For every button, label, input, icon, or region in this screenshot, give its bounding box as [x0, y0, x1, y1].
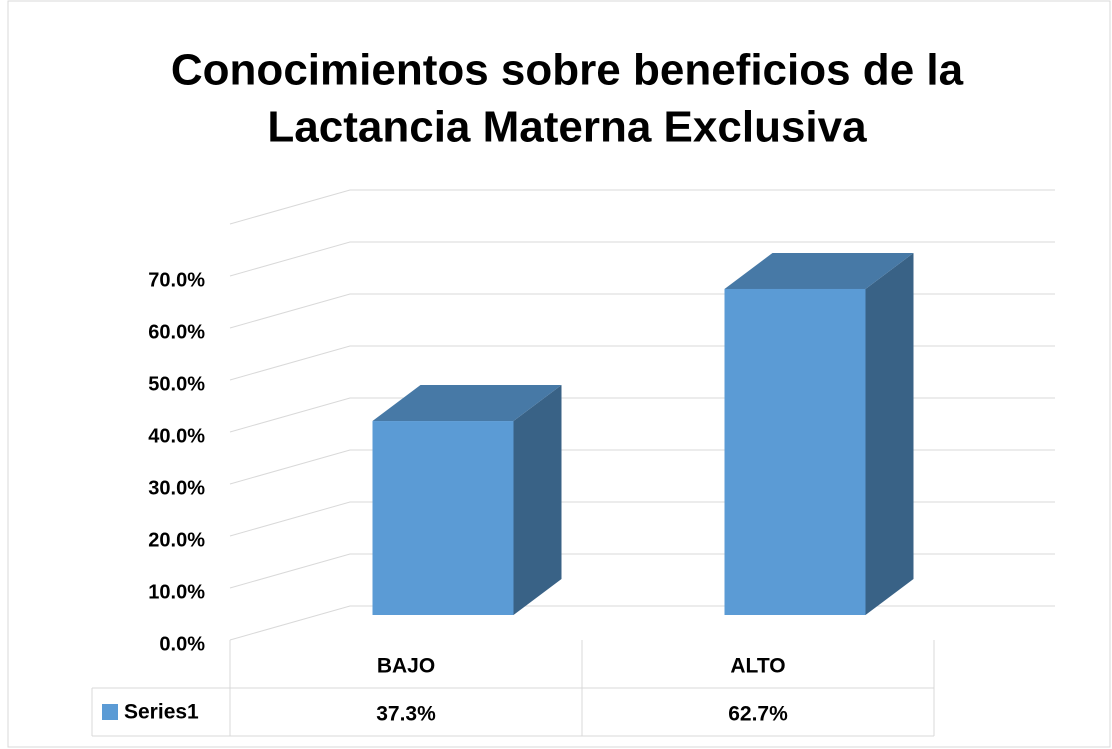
y-tick-label: 50.0%	[148, 373, 205, 395]
wall-edge	[229, 189, 1055, 225]
bar	[372, 421, 514, 615]
bar-side	[865, 252, 914, 615]
table-value: 37.3%	[376, 703, 436, 726]
bar-side	[513, 385, 562, 615]
bar	[724, 288, 866, 615]
grid-line	[229, 241, 1055, 277]
chart-frame	[7, 0, 1111, 748]
y-tick-label: 30.0%	[148, 477, 205, 499]
legend-swatch	[102, 704, 118, 720]
chart-title: Lactancia Materna Exclusiva	[267, 103, 867, 152]
y-tick-label: 70.0%	[148, 269, 205, 291]
y-tick-label: 0.0%	[159, 633, 205, 655]
legend-label: Series1	[124, 701, 199, 724]
y-tick-label: 20.0%	[148, 529, 205, 551]
chart-title: Conocimientos sobre beneficios de la	[171, 46, 964, 95]
y-tick-label: 60.0%	[148, 321, 205, 343]
x-tick-label: ALTO	[730, 655, 785, 678]
bar-top	[724, 252, 914, 289]
y-tick-label: 10.0%	[148, 581, 205, 603]
table-value: 62.7%	[728, 703, 788, 726]
bar-top	[372, 385, 562, 422]
x-tick-label: BAJO	[377, 655, 435, 678]
y-tick-label: 40.0%	[148, 425, 205, 447]
